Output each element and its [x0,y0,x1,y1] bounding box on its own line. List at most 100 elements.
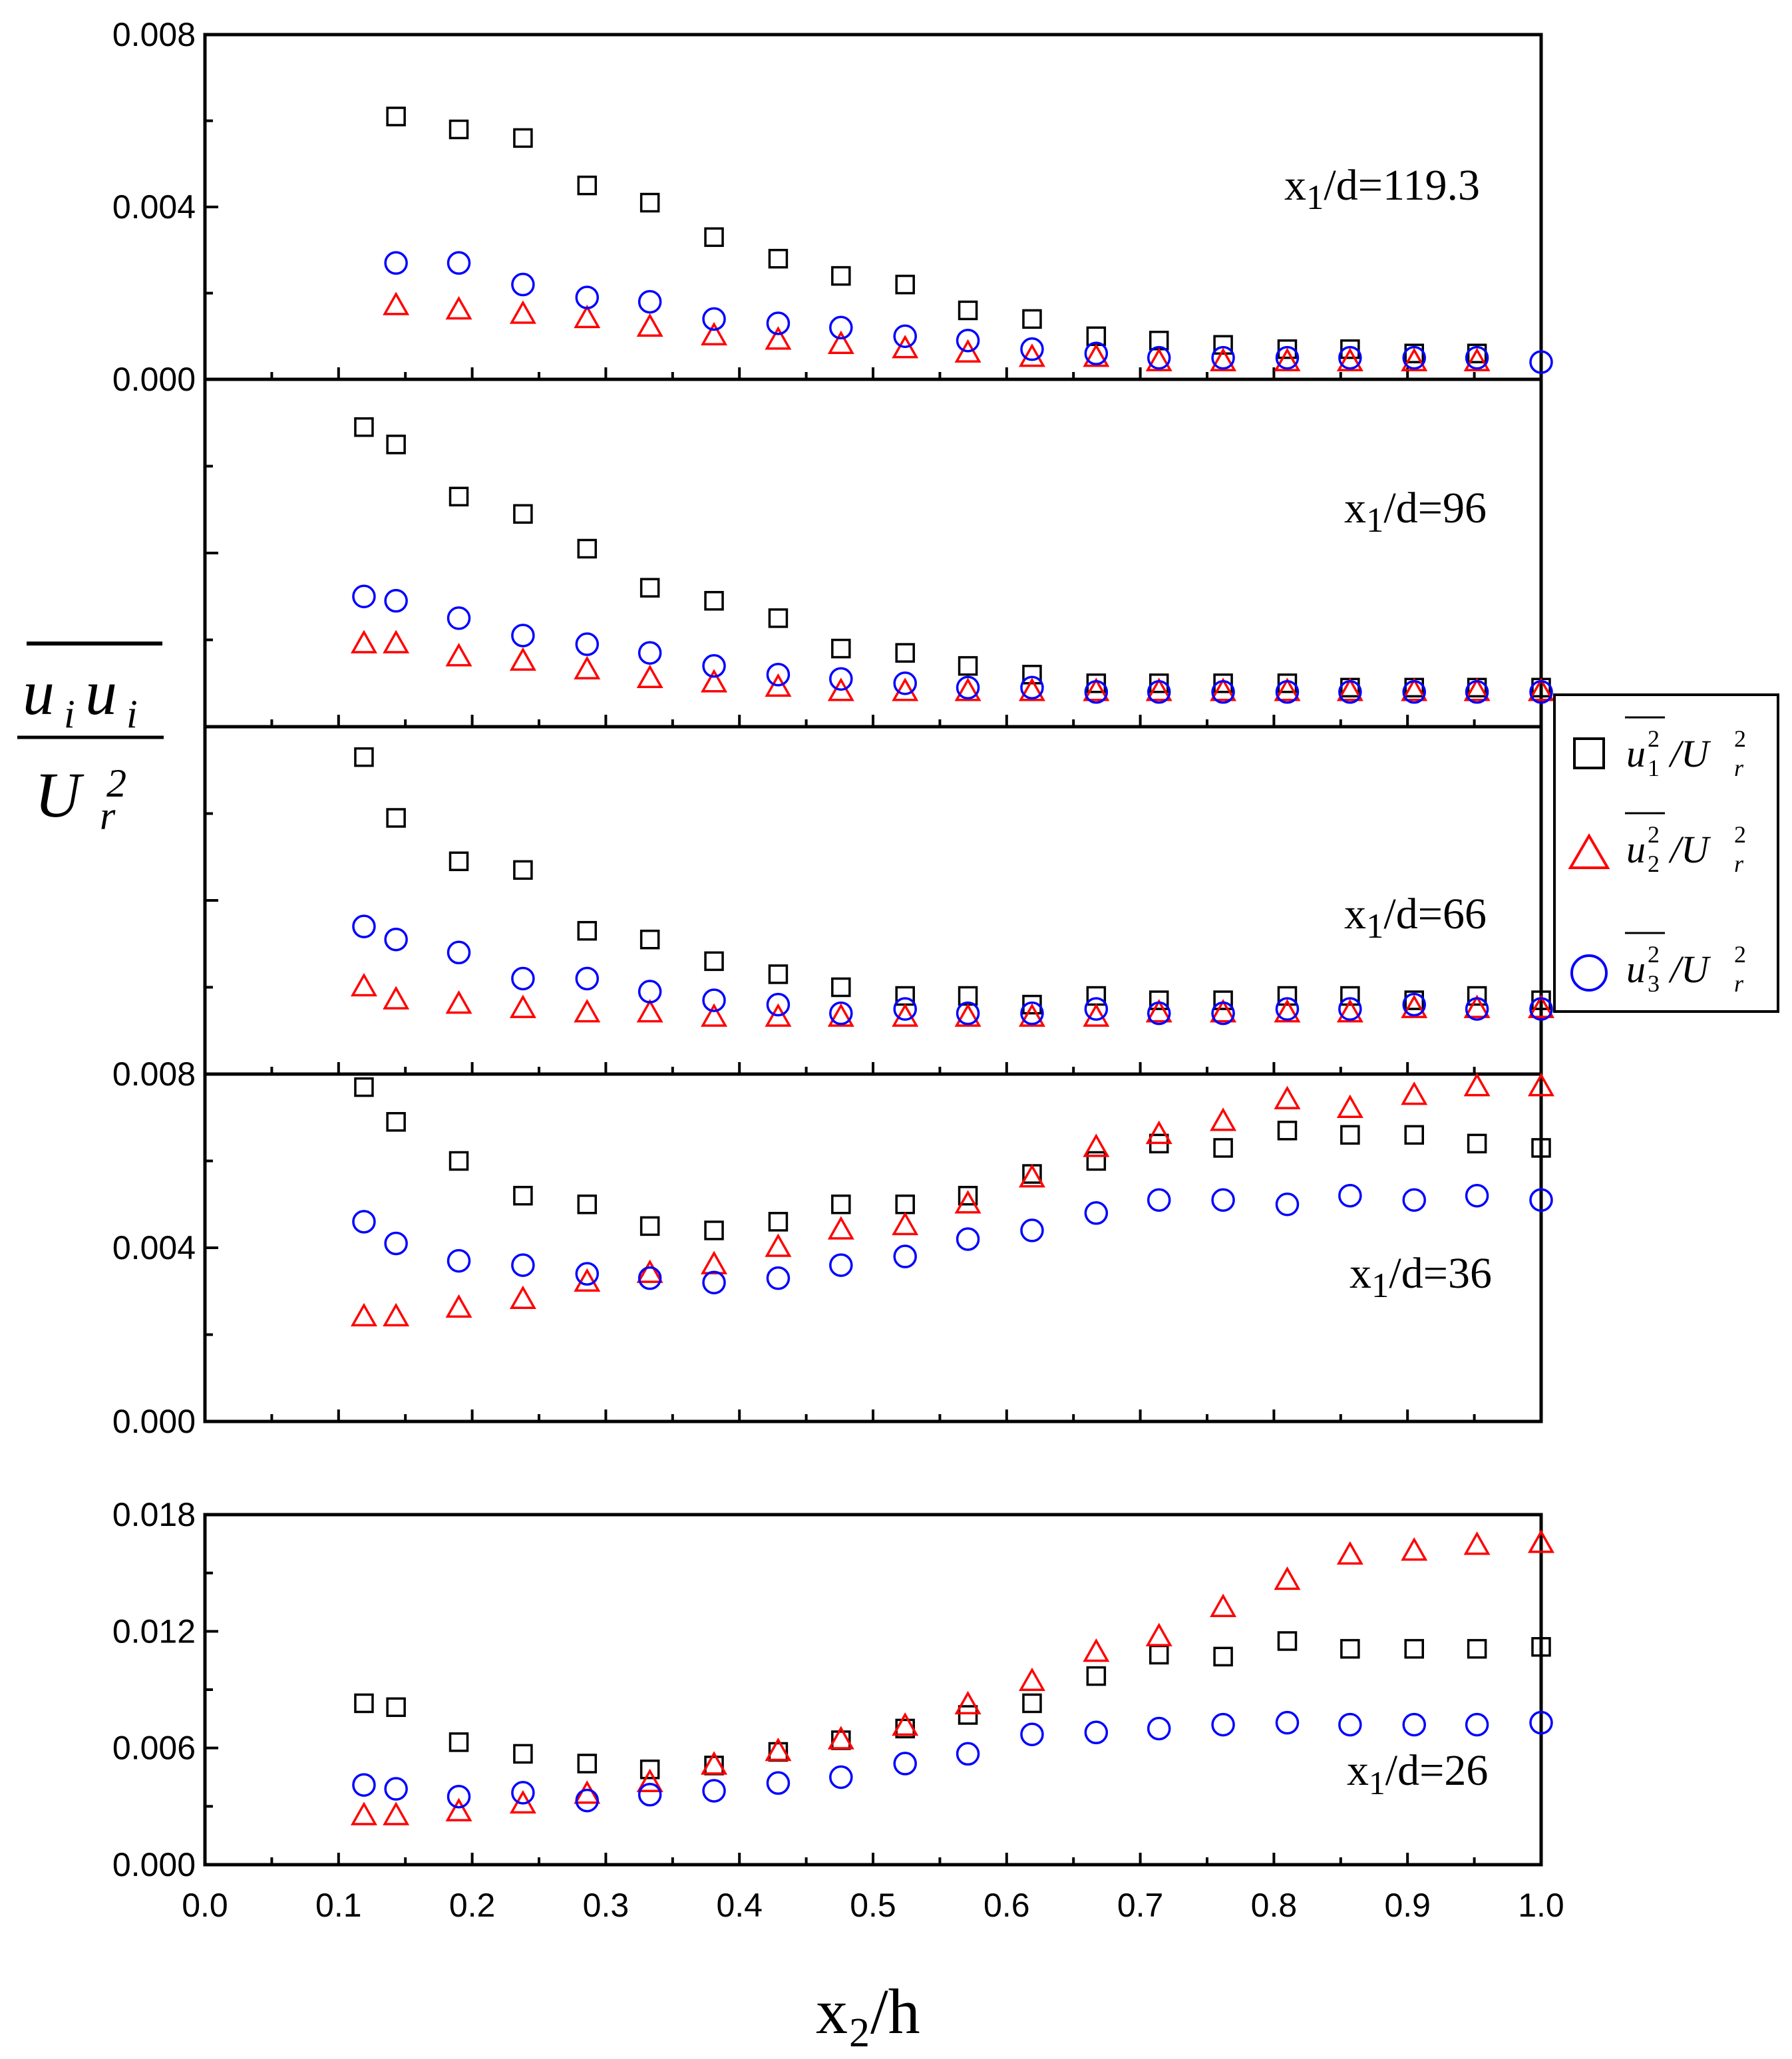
triangle-marker [445,1294,472,1318]
triangle-marker [1527,1529,1555,1553]
triangle-marker [1527,994,1555,1018]
triangle-marker [1210,999,1237,1023]
triangle-marker [1336,677,1363,701]
x-tick-label: 0.6 [984,1887,1030,1924]
triangle-marker [383,986,410,1010]
circle-marker [829,667,853,691]
triangle-marker [892,335,919,359]
panel-label: x1/d=26 [1347,1746,1488,1801]
triangle-marker [509,647,536,671]
circle-marker [637,289,662,314]
square-marker [448,1151,469,1171]
triangle-marker [636,664,663,688]
circle-marker [893,997,917,1021]
legend-u: u [1626,732,1646,775]
circle-marker [1338,997,1362,1021]
square-marker [1086,1151,1107,1171]
legend-sub: 2 [1648,850,1660,877]
square-marker [354,1693,374,1714]
triangle-marker [509,300,536,324]
triangle-marker [445,295,472,320]
square-marker [639,1216,660,1236]
circle-marker [1020,675,1044,700]
circle-marker [893,324,917,348]
circle-marker [511,272,535,297]
y-axis-title: u i u i U r 2 [17,642,164,838]
circle-marker [1147,345,1171,370]
triangle-marker [954,339,982,363]
square-marker [386,106,406,126]
triangle-marker [574,999,601,1023]
circle-marker [1402,1712,1426,1737]
square-marker [1022,664,1042,685]
square-marker [1531,1636,1551,1657]
square-marker [1340,1125,1360,1145]
triangle-marker [1083,343,1110,367]
circle-marker [1020,1218,1044,1242]
triangle-marker [765,673,792,697]
panel-3: x1/d=66 [203,725,1555,1076]
square-marker [577,175,598,196]
square-marker [354,417,374,437]
y-tick-label: 0.006 [112,1730,196,1767]
triangle-marker [1210,347,1237,371]
circle-marker [893,671,917,695]
legend-square-marker [1573,737,1605,769]
square-marker [831,977,851,998]
x-title-x: x [816,1976,848,2047]
circle-marker [1084,1201,1109,1225]
circle-marker [956,1742,980,1766]
circle-marker [575,966,600,991]
square-marker [639,192,660,213]
triangle-marker [383,1302,410,1327]
circle-marker [575,1262,600,1286]
x-tick-label: 0.9 [1384,1887,1431,1924]
square-marker [577,1754,598,1774]
triangle-marker [701,321,728,345]
panel-1: 0.000 0.004 0.008 x1/d=119.3 [112,16,1553,398]
circle-marker [1084,997,1109,1021]
x-tick-label: 1.0 [1518,1887,1564,1924]
triangle-marker [574,655,601,679]
triangle-marker [954,1690,982,1715]
square-marker [386,435,406,455]
square-marker [831,266,851,286]
circle-marker [829,1001,853,1026]
legend-sup: 2 [1648,725,1660,752]
square-marker [1404,1638,1424,1659]
circle-marker [766,311,791,335]
circle-marker [766,992,791,1017]
y-tick-label: 0.012 [112,1612,196,1650]
circle-marker [893,1244,917,1268]
triangle-marker [1463,1531,1491,1555]
circle-marker [352,584,376,608]
square-marker [895,1195,915,1215]
triangle-marker [574,1268,601,1292]
triangle-marker [827,330,854,354]
x-tick-label: 0.8 [1251,1887,1298,1924]
square-marker [1213,1646,1233,1667]
square-marker [639,578,660,598]
square-marker [386,808,406,828]
square-marker [448,486,469,506]
square-marker [895,643,915,663]
triangle-marker [1336,999,1363,1023]
x-title-sub: 2 [849,2010,870,2056]
triangle-marker [1463,1073,1491,1097]
triangle-marker [383,630,410,654]
circle-marker [1084,341,1109,365]
square-marker [1277,673,1298,693]
square-marker [1213,1138,1233,1158]
circle-marker [956,328,980,353]
circle-marker [384,251,408,275]
triangle-marker [1018,343,1045,367]
triangle-marker [1336,347,1363,371]
triangle-marker [1274,1566,1301,1591]
square-marker [704,591,724,611]
triangle-marker [350,972,377,997]
square-marker [448,1732,469,1752]
circle-marker [1402,680,1426,704]
square-marker [1213,673,1233,693]
x-tick-label: 0.4 [716,1887,763,1924]
circle-marker [1147,1188,1171,1212]
